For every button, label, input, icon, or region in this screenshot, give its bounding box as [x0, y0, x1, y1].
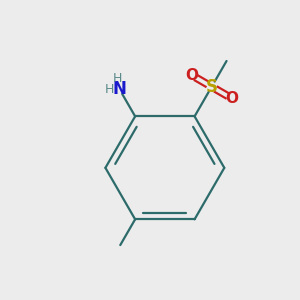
Text: N: N	[112, 80, 127, 98]
Text: S: S	[206, 78, 218, 96]
Text: H: H	[104, 83, 114, 96]
Text: H: H	[113, 71, 122, 85]
Text: O: O	[225, 91, 238, 106]
Text: O: O	[185, 68, 198, 83]
